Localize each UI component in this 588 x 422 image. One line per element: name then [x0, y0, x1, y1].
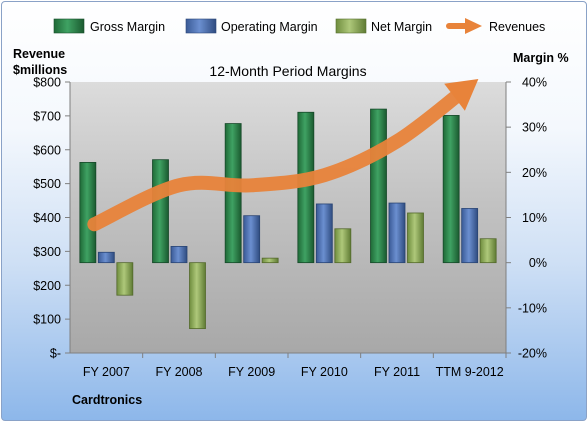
- bar-net-margin: [261, 257, 279, 264]
- legend: Gross Margin Operating Margin Net Margin…: [53, 18, 545, 34]
- bar-net-margin: [116, 262, 134, 296]
- right-axis-title: Margin %: [513, 51, 569, 65]
- left-tick-label: $200: [33, 279, 61, 293]
- left-tick-label: $-: [50, 347, 61, 361]
- left-axis-title-line2: $millions: [13, 63, 67, 77]
- bar-operating-margin: [315, 203, 333, 264]
- legend-item-net-margin: Net Margin: [335, 18, 432, 34]
- bar-gross-margin: [224, 123, 242, 264]
- bar-operating-margin: [461, 208, 479, 264]
- revenues-line: [87, 81, 473, 232]
- company-name: Cardtronics: [72, 393, 142, 407]
- bar-operating-margin: [388, 202, 406, 264]
- plot-area: [70, 82, 506, 353]
- right-tick-label: 10%: [522, 211, 547, 225]
- bar-operating-margin: [97, 251, 115, 264]
- legend-label-gross-margin: Gross Margin: [90, 20, 165, 34]
- bar-net-margin: [479, 238, 497, 264]
- bar-net-margin: [407, 212, 424, 264]
- left-tick-label: $400: [33, 211, 61, 225]
- bar-gross-margin: [79, 161, 97, 264]
- right-tick-label: -20%: [518, 347, 547, 361]
- x-tick-label: FY 2008: [155, 365, 202, 379]
- left-tick-label: $300: [33, 245, 61, 259]
- left-tick-label: $100: [33, 313, 61, 327]
- bar-net-margin: [189, 262, 206, 330]
- bar-gross-margin: [152, 159, 169, 264]
- right-tick-label: -10%: [518, 301, 547, 315]
- bar-gross-margin: [442, 115, 460, 264]
- x-tick-label: FY 2009: [228, 365, 275, 379]
- revenues-arrowhead: [444, 79, 479, 111]
- legend-label-revenues: Revenues: [489, 20, 545, 34]
- left-axis-title-line1: Revenue: [13, 47, 65, 61]
- legend-item-gross-margin: Gross Margin: [53, 18, 165, 34]
- x-tick-label: FY 2010: [301, 365, 348, 379]
- left-tick-label: $700: [33, 109, 61, 123]
- right-tick-label: 20%: [522, 166, 547, 180]
- right-tick-label: 40%: [522, 76, 547, 90]
- x-tick-label: FY 2011: [374, 365, 420, 379]
- x-tick-label: TTM 9-2012: [436, 365, 504, 379]
- left-tick-label: $800: [33, 76, 61, 90]
- right-tick-label: 0%: [529, 256, 547, 270]
- chart-title: 12-Month Period Margins: [209, 63, 366, 79]
- bar-gross-margin: [370, 108, 387, 264]
- left-tick-label: $500: [33, 177, 61, 191]
- left-tick-label: $600: [33, 143, 61, 157]
- x-tick-label: FY 2007: [83, 365, 130, 379]
- legend-item-revenues: Revenues: [446, 18, 545, 34]
- bar-operating-margin: [243, 215, 261, 264]
- legend-item-operating-margin: Operating Margin: [185, 18, 318, 34]
- chart-marks: $- $100 $200 $300 $400 $500 $600 $700 $800 -20% -1…: [33, 76, 547, 380]
- legend-label-operating-margin: Operating Margin: [221, 20, 318, 34]
- bar-operating-margin: [170, 246, 188, 264]
- bar-net-margin: [334, 228, 352, 264]
- legend-label-net-margin: Net Margin: [371, 20, 432, 34]
- right-tick-label: 30%: [522, 121, 547, 135]
